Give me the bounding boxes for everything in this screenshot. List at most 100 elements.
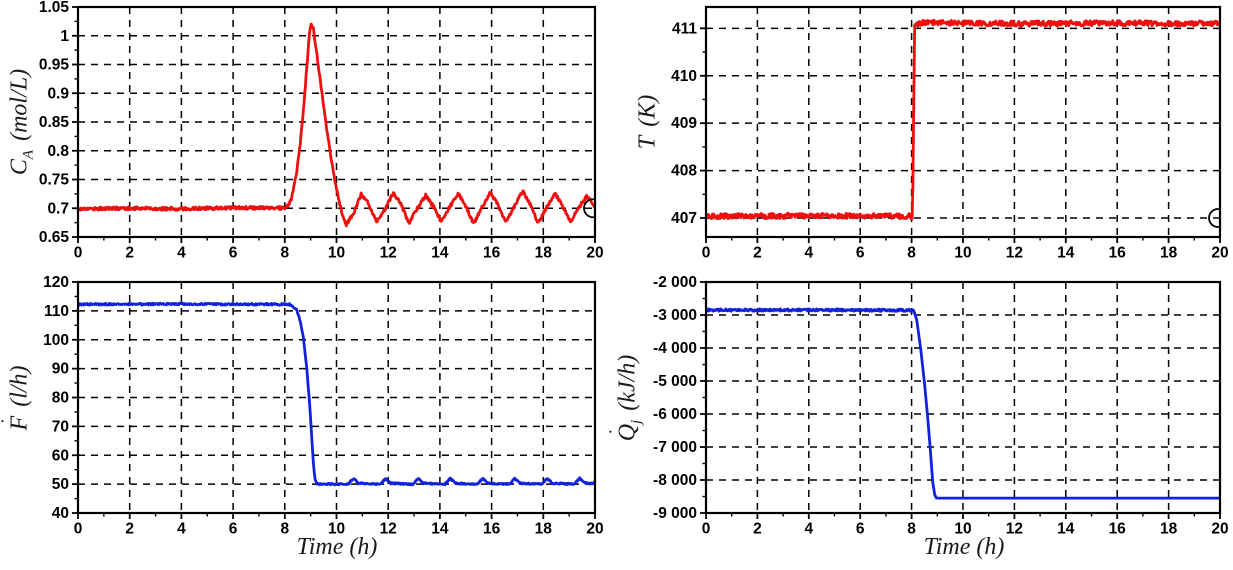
svg-text:0.95: 0.95 <box>39 57 70 74</box>
svg-text:0.65: 0.65 <box>39 229 70 246</box>
svg-text:0: 0 <box>702 244 711 261</box>
svg-text:409: 409 <box>671 115 697 132</box>
svg-text:16: 16 <box>483 520 501 537</box>
svg-text:6: 6 <box>856 520 865 537</box>
svg-text:18: 18 <box>1160 244 1178 261</box>
svg-text:0.7: 0.7 <box>47 200 69 217</box>
svg-text:16: 16 <box>1109 520 1127 537</box>
plot-temperature: 0 2 4 6 8 10 12 14 16 18 20 407 408 409 410 411 <box>671 5 1229 261</box>
svg-text:4: 4 <box>177 244 186 261</box>
plot-jacket-heat: 0 2 4 6 8 10 12 14 16 18 20 -9 000 -8 000 -7 000 -6 00… <box>653 274 1229 537</box>
svg-text:14: 14 <box>1057 520 1075 537</box>
svg-text:408: 408 <box>671 163 697 180</box>
svg-text:16: 16 <box>1109 244 1127 261</box>
svg-text:12: 12 <box>1006 520 1023 537</box>
svg-text:-7 000: -7 000 <box>653 439 697 456</box>
svg-text:0.85: 0.85 <box>39 114 70 131</box>
svg-text:10: 10 <box>328 244 345 261</box>
overdot: ˙ <box>0 417 21 425</box>
svg-text:8: 8 <box>907 520 916 537</box>
svg-text:6: 6 <box>229 244 238 261</box>
svg-text:60: 60 <box>52 447 69 464</box>
jacket-heat-symbol: ˙ Qj <box>606 419 645 442</box>
svg-text:16: 16 <box>483 244 501 261</box>
svg-text:80: 80 <box>52 390 69 407</box>
svg-text:90: 90 <box>52 361 69 378</box>
chart-flow: ˙ F (l/h) 0 2 4 6 8 10 12 14 16 18 20 40 50 60 70 80 90 100… <box>0 270 618 570</box>
svg-text:100: 100 <box>43 332 69 349</box>
temperature-symbol: T <box>634 135 661 150</box>
svg-text:407: 407 <box>671 210 697 227</box>
svg-text:18: 18 <box>535 520 553 537</box>
svg-text:0: 0 <box>74 520 83 537</box>
svg-text:20: 20 <box>1211 244 1228 261</box>
flow-symbol: ˙ F <box>0 415 33 431</box>
svg-text:18: 18 <box>535 244 553 261</box>
svg-text:14: 14 <box>1057 244 1075 261</box>
flow-y-axis-label: ˙ F (l/h) <box>0 365 38 431</box>
svg-text:20: 20 <box>586 520 603 537</box>
svg-text:18: 18 <box>1160 520 1178 537</box>
flow-units: (l/h) <box>6 365 33 407</box>
svg-text:10: 10 <box>954 520 971 537</box>
svg-text:110: 110 <box>44 303 69 320</box>
svg-text:120: 120 <box>43 274 69 291</box>
svg-text:-8 000: -8 000 <box>653 472 697 489</box>
svg-text:10: 10 <box>328 520 345 537</box>
concentration-units: (mol/L) <box>6 68 33 141</box>
svg-text:6: 6 <box>856 244 865 261</box>
svg-text:8: 8 <box>907 244 916 261</box>
svg-text:-2 000: -2 000 <box>653 274 697 291</box>
svg-text:0: 0 <box>702 520 711 537</box>
time-axis-label: Time (h) <box>923 534 1005 560</box>
svg-text:8: 8 <box>280 244 289 261</box>
svg-text:2: 2 <box>125 520 134 537</box>
svg-text:2: 2 <box>125 244 134 261</box>
svg-text:40: 40 <box>52 505 69 522</box>
svg-text:-6 000: -6 000 <box>653 406 697 423</box>
svg-text:4: 4 <box>804 520 813 537</box>
svg-text:70: 70 <box>52 418 69 435</box>
svg-text:2: 2 <box>753 520 762 537</box>
svg-text:6: 6 <box>229 520 238 537</box>
svg-text:8: 8 <box>280 520 289 537</box>
svg-text:12: 12 <box>380 244 397 261</box>
concentration-y-axis-label: CA (mol/L) <box>7 69 38 175</box>
time-axis-label: Time (h) <box>296 534 378 560</box>
concentration-symbol: CA <box>6 150 37 176</box>
svg-text:20: 20 <box>1211 520 1228 537</box>
svg-text:12: 12 <box>380 520 397 537</box>
svg-text:0.9: 0.9 <box>47 85 69 102</box>
svg-text:411: 411 <box>672 20 697 37</box>
svg-text:-3 000: -3 000 <box>653 307 697 324</box>
chart-jacket-heat: ˙ Qj (kJ/h) 0 2 4 6 8 10 12 14 16 18 20 -9 000 -8 000 -… <box>606 270 1233 570</box>
temperature-units: (K) <box>634 94 661 127</box>
chart-temperature: T (K) 0 2 4 6 8 10 12 14 16 18 20 407 408 409 410 411 <box>618 0 1233 270</box>
svg-text:0: 0 <box>74 244 83 261</box>
svg-text:4: 4 <box>177 520 186 537</box>
jacket-heat-y-axis-label: ˙ Qj (kJ/h) <box>606 354 646 442</box>
svg-text:-9 000: -9 000 <box>653 505 697 522</box>
svg-text:1: 1 <box>60 28 69 45</box>
svg-text:14: 14 <box>431 520 449 537</box>
svg-text:410: 410 <box>671 68 697 85</box>
jacket-heat-units: (kJ/h) <box>614 354 641 411</box>
svg-text:-5 000: -5 000 <box>653 373 697 390</box>
svg-text:14: 14 <box>431 244 449 261</box>
svg-text:0.8: 0.8 <box>47 143 69 160</box>
overdot: ˙ <box>606 428 629 436</box>
plot-concentration: 0 2 4 6 8 10 12 14 16 18 20 0.65 0.7 0.75 0.8 0.85 0.9 0.… <box>39 0 604 261</box>
svg-text:0.75: 0.75 <box>39 172 70 189</box>
svg-text:-4 000: -4 000 <box>653 340 697 357</box>
svg-text:2: 2 <box>753 244 762 261</box>
svg-text:4: 4 <box>804 244 813 261</box>
svg-text:20: 20 <box>586 244 603 261</box>
svg-text:10: 10 <box>954 244 971 261</box>
plot-flow: 0 2 4 6 8 10 12 14 16 18 20 40 50 60 70 80 90 100 110 120 <box>43 274 604 537</box>
svg-text:1.05: 1.05 <box>39 0 70 16</box>
svg-text:12: 12 <box>1006 244 1023 261</box>
svg-text:50: 50 <box>52 476 69 493</box>
temperature-y-axis-label: T (K) <box>635 95 666 149</box>
chart-concentration: CA (mol/L) 0 2 4 6 8 10 12 14 16 18 20 0.65 0.7 0.75 0.… <box>0 0 618 270</box>
